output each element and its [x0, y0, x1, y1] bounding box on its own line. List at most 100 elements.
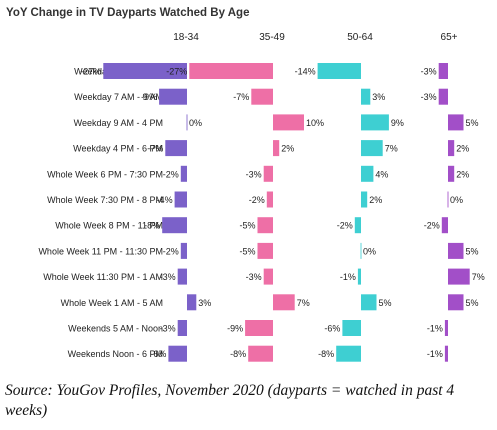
data-label: -8% [318, 349, 334, 359]
bar [273, 114, 304, 131]
bar [251, 88, 273, 105]
data-label: -1% [340, 272, 356, 282]
bar [186, 114, 188, 131]
bar [257, 217, 273, 234]
category-label: Whole Week 11:30 PM - 1 AM [43, 272, 163, 282]
bar [165, 140, 187, 157]
category-label: Whole Week 7:30 PM - 8 PM [47, 195, 163, 205]
bar [448, 294, 464, 311]
bar [361, 294, 377, 311]
bar [248, 345, 273, 362]
category-label: Whole Week 6 PM - 7:30 PM [47, 169, 163, 179]
data-label: -2% [163, 246, 179, 256]
bar [162, 217, 187, 234]
bar [180, 242, 187, 259]
data-label: -3% [421, 67, 437, 77]
data-label: -5% [239, 221, 255, 231]
bar [361, 140, 383, 157]
chart: YoY Change in TV Dayparts Watched By Age… [6, 7, 485, 362]
bar [360, 242, 362, 259]
bar [447, 191, 449, 208]
column-header-3: 65+ [441, 32, 458, 43]
data-label: -1% [427, 324, 443, 334]
data-label: 5% [379, 298, 392, 308]
bar [257, 242, 273, 259]
data-label: -2% [163, 169, 179, 179]
bar [438, 88, 448, 105]
data-label: -3% [246, 272, 262, 282]
bar [361, 114, 389, 131]
data-label: -8% [144, 221, 160, 231]
bar [177, 320, 187, 336]
data-label: -9% [141, 92, 157, 102]
bar [159, 88, 187, 105]
bar [103, 63, 187, 79]
data-label: -2% [249, 195, 265, 205]
chart-title: YoY Change in TV Dayparts Watched By Age [6, 7, 249, 19]
data-label: 3% [198, 298, 211, 308]
data-label: -3% [421, 92, 437, 102]
bar [448, 268, 470, 285]
data-label: -7% [233, 92, 249, 102]
data-label: -27% [80, 67, 101, 77]
bar [336, 345, 361, 362]
bar [354, 217, 361, 234]
data-label: 2% [369, 195, 382, 205]
category-label: Weekday 7 AM - 9 AM [74, 92, 163, 102]
bar [361, 165, 374, 182]
bar [189, 63, 273, 79]
data-label: 5% [466, 118, 479, 128]
data-label: 0% [363, 246, 376, 256]
data-label: 9% [391, 118, 404, 128]
bar [174, 191, 187, 208]
data-label: -2% [424, 221, 440, 231]
category-label: Whole Week 8 PM - 11 PM [55, 221, 163, 231]
source-caption: Source: YouGov Profiles, November 2020 (… [5, 382, 455, 419]
column-header-1: 35-49 [259, 32, 285, 43]
data-label: 7% [472, 272, 485, 282]
bar [438, 63, 448, 79]
data-label: -3% [246, 169, 262, 179]
category-label: Weekends 5 AM - Noon [68, 324, 163, 334]
bar [317, 63, 361, 79]
bar [357, 268, 361, 285]
data-label: 3% [372, 92, 385, 102]
bar [361, 88, 371, 105]
bar [187, 294, 197, 311]
bar [273, 140, 280, 157]
bar [168, 345, 187, 362]
bar [444, 345, 448, 362]
category-label: Weekday 9 AM - 4 PM [74, 118, 163, 128]
data-label: -27% [166, 67, 187, 77]
bar [177, 268, 187, 285]
data-label: 5% [466, 298, 479, 308]
data-label: 2% [456, 144, 469, 154]
bar [448, 140, 455, 157]
data-label: 2% [281, 144, 294, 154]
bar [342, 320, 361, 336]
bar [245, 320, 273, 336]
data-label: 7% [385, 144, 398, 154]
data-label: -3% [160, 324, 176, 334]
data-label: -1% [427, 349, 443, 359]
bar [441, 217, 448, 234]
data-label: 7% [297, 298, 310, 308]
data-label: 10% [306, 118, 324, 128]
bar [266, 191, 273, 208]
data-label: -6% [150, 349, 166, 359]
data-label: -8% [230, 349, 246, 359]
data-label: -14% [295, 67, 316, 77]
bar [444, 320, 448, 336]
data-label: -7% [147, 144, 163, 154]
data-label: 0% [450, 195, 463, 205]
data-label: -4% [157, 195, 173, 205]
category-label: Weekday 4 PM - 6 PM [73, 144, 163, 154]
data-label: 5% [466, 246, 479, 256]
bar [448, 242, 464, 259]
data-label: 4% [375, 169, 388, 179]
data-label: 2% [456, 169, 469, 179]
bar [263, 165, 273, 182]
column-header-2: 50-64 [347, 32, 373, 43]
bar [448, 165, 455, 182]
data-label: -9% [227, 324, 243, 334]
